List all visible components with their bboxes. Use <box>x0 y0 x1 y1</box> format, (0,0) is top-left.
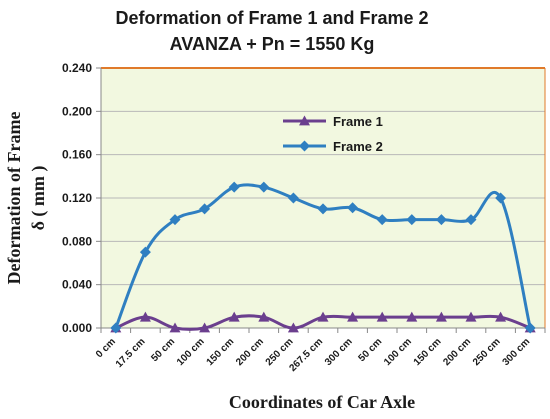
x-tick-label: 150 cm <box>205 336 237 368</box>
legend-frame2-label: Frame 2 <box>333 139 383 154</box>
x-tick-label: 100 cm <box>175 336 207 368</box>
frame1-point <box>228 311 240 322</box>
legend-frame1-marker <box>299 115 310 126</box>
legend-frame1-label: Frame 1 <box>333 114 383 129</box>
frame2-point <box>317 203 329 215</box>
frame2-point <box>347 202 359 214</box>
frame2-point <box>495 192 507 204</box>
frame2-point <box>139 246 151 258</box>
x-tick-label: 250 cm <box>471 336 503 368</box>
x-tick-label: 200 cm <box>441 336 473 368</box>
frame2-point <box>258 181 270 193</box>
frame1-point <box>139 311 151 322</box>
frame1-point <box>317 311 329 322</box>
y-tick-label: 0.200 <box>62 104 92 118</box>
y-axis-label: Deformation of Frame <box>4 112 24 285</box>
legend: Frame 1 Frame 2 <box>283 114 383 154</box>
x-tick-label: 300 cm <box>501 336 533 368</box>
chart-subtitle: AVANZA + Pn = 1550 Kg <box>170 34 375 54</box>
y-tick-label: 0.040 <box>62 278 92 292</box>
frame1-point <box>376 311 388 322</box>
series-layer <box>110 181 536 334</box>
frame1-point <box>406 311 418 322</box>
frame2-point <box>465 214 477 226</box>
frame2-point <box>524 322 536 334</box>
x-tick-label: 200 cm <box>234 336 266 368</box>
x-tick-label: 100 cm <box>382 336 414 368</box>
y-tick-label: 0.240 <box>62 61 92 75</box>
frame1-point <box>347 311 359 322</box>
x-tick-label: 150 cm <box>412 336 444 368</box>
frame2-point <box>228 181 240 193</box>
x-tick-label: 17.5 cm <box>114 336 148 370</box>
x-axis-label: Coordinates of Car Axle <box>229 392 415 412</box>
y-tick-labels: 0.000 0.040 0.080 0.120 0.160 0.200 0.240 <box>62 61 101 335</box>
y-tick-label: 0.160 <box>62 148 92 162</box>
x-tick-label: 300 cm <box>323 336 355 368</box>
x-tick-label: 50 cm <box>149 336 177 364</box>
frame1-point <box>169 322 181 333</box>
frame1-point <box>465 311 477 322</box>
y-tick-label: 0.000 <box>62 321 92 335</box>
frame2-point <box>169 214 181 226</box>
y-tick-label: 0.120 <box>62 191 92 205</box>
x-tick-label: 50 cm <box>356 336 384 364</box>
chart-title: Deformation of Frame 1 and Frame 2 <box>115 8 428 28</box>
frame1-point <box>258 311 270 322</box>
frame2-point <box>199 203 211 215</box>
legend-frame2-marker <box>299 140 310 152</box>
frame1-point <box>199 322 211 333</box>
frame1-point <box>287 322 299 333</box>
y-tick-label: 0.080 <box>62 234 92 248</box>
frame2-point <box>287 192 299 204</box>
frame2-point <box>435 214 447 226</box>
x-tick-label: 0 cm <box>94 336 118 360</box>
frame1-point <box>495 311 507 322</box>
frame1-point <box>435 311 447 322</box>
gridlines <box>101 110 545 286</box>
frame2-point <box>406 214 418 226</box>
y-axis-label-unit: δ ( mm ) <box>28 166 49 231</box>
frame2-point <box>110 322 122 334</box>
frame2-point <box>376 214 388 226</box>
